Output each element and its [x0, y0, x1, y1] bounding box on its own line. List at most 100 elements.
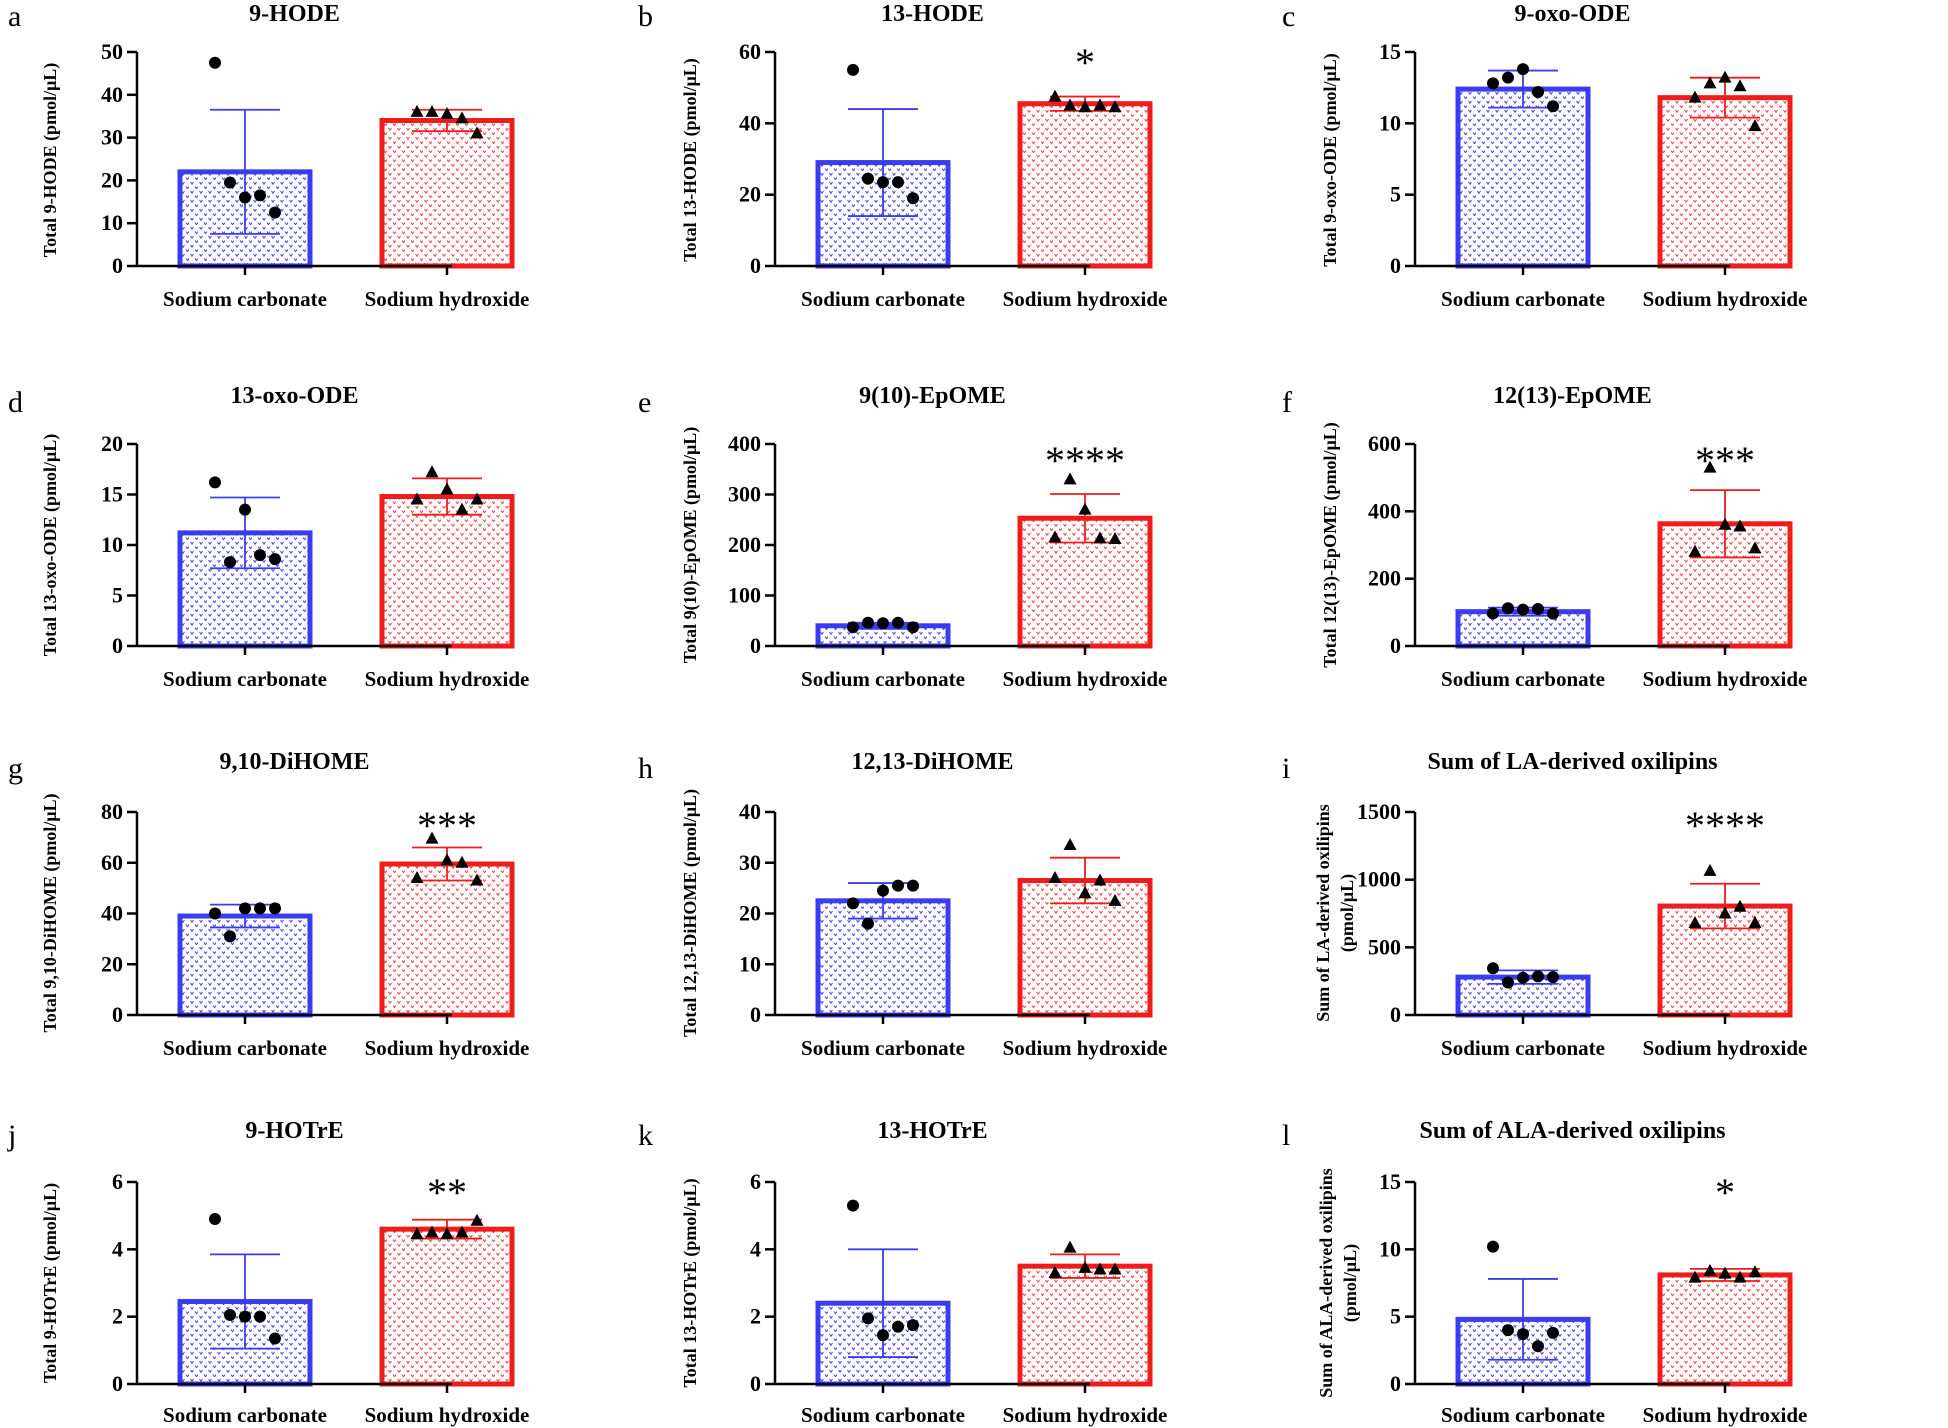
data-point [1547, 971, 1559, 984]
bar-sodium-hydroxide [379, 117, 515, 269]
data-point [1688, 915, 1702, 928]
data-point [1048, 530, 1062, 543]
data-point [1078, 100, 1092, 113]
significance-marker: **** [1045, 438, 1125, 483]
y-axis-label-line: Total 13-oxo-ODE (pmol/μL) [40, 434, 61, 657]
y-tick-label: 0 [1390, 633, 1401, 658]
data-point [455, 1225, 469, 1238]
data-point [1487, 962, 1499, 975]
y-tick-label: 15 [1379, 1169, 1401, 1194]
y-tick-label: 60 [739, 39, 761, 64]
data-point [892, 879, 904, 892]
data-point [1532, 602, 1544, 615]
data-point [425, 104, 439, 117]
data-point [1108, 1262, 1122, 1275]
data-point [1517, 971, 1529, 984]
y-tick-label: 0 [750, 1002, 761, 1027]
data-point [1748, 119, 1762, 132]
y-tick-label: 5 [112, 583, 123, 608]
data-point [224, 176, 236, 189]
data-point [907, 1319, 919, 1332]
data-point [1108, 100, 1122, 113]
data-point [1487, 607, 1499, 620]
data-point [224, 556, 236, 569]
error-bar [1488, 1278, 1558, 1361]
category-label: Sodium hydroxide [1643, 1403, 1808, 1427]
data-point [1532, 970, 1544, 983]
chart-title: 9-HODE [249, 1, 340, 27]
data-point [1093, 873, 1107, 886]
significance-marker: *** [1695, 438, 1755, 483]
chart-title: 13-HOTrE [877, 1118, 987, 1144]
data-point [239, 902, 251, 915]
bar-sodium-hydroxide [379, 1226, 515, 1387]
y-tick-label: 6 [750, 1169, 761, 1194]
error-bar [210, 1253, 280, 1350]
data-point [907, 879, 919, 892]
category-label: Sodium carbonate [163, 287, 327, 311]
y-tick-label: 80 [101, 799, 123, 824]
data-point [907, 621, 919, 634]
y-tick-label: 200 [728, 532, 761, 557]
data-point [1547, 607, 1559, 620]
bar-sodium-carbonate [1455, 86, 1591, 269]
y-tick-label: 10 [1379, 110, 1401, 135]
data-point [877, 884, 889, 897]
y-tick-label: 10 [101, 532, 123, 557]
y-tick-label: 0 [112, 253, 123, 278]
data-point [862, 616, 874, 629]
y-tick-label: 2 [112, 1304, 123, 1329]
chart-title: Sum of LA-derived oxilipins [1427, 749, 1717, 775]
chart-title: 9-HOTrE [245, 1118, 343, 1144]
data-point [1502, 1324, 1514, 1337]
data-point [440, 482, 454, 495]
data-point [209, 56, 221, 69]
data-point [1688, 90, 1702, 103]
data-point [1748, 915, 1762, 928]
y-tick-label: 100 [728, 583, 761, 608]
data-point [1748, 541, 1762, 554]
data-point [1502, 976, 1514, 989]
y-axis-label-line: Sum of LA-derived oxilipins [1313, 804, 1333, 1022]
data-point [1078, 886, 1092, 899]
y-tick-label: 2 [750, 1304, 761, 1329]
y-tick-label: 0 [112, 1002, 123, 1027]
bar-sodium-hydroxide [1657, 1272, 1793, 1387]
y-tick-label: 20 [739, 901, 761, 926]
data-point [1078, 502, 1092, 515]
category-label: Sodium carbonate [801, 1036, 965, 1060]
data-point [209, 476, 221, 489]
y-axis-label: Total 9-HODE (pmol/μL) [40, 63, 61, 258]
data-point [440, 853, 454, 866]
y-tick-label: 30 [101, 125, 123, 150]
category-label: Sodium hydroxide [1003, 667, 1168, 691]
data-point [410, 870, 424, 883]
category-label: Sodium hydroxide [365, 287, 530, 311]
data-point [1502, 71, 1514, 84]
panel-letter: h [638, 752, 653, 785]
data-point [1748, 1265, 1762, 1278]
data-point [269, 206, 281, 219]
chart-title: 9-oxo-ODE [1515, 1, 1631, 27]
data-point [269, 553, 281, 566]
y-axis-label: Total 9-oxo-ODE (pmol/μL) [1320, 53, 1341, 267]
y-tick-label: 600 [1368, 431, 1401, 456]
y-axis-label-line: Total 9-oxo-ODE (pmol/μL) [1320, 53, 1341, 267]
y-tick-label: 6 [112, 1169, 123, 1194]
y-axis-label: Total 9-HOTrE (pmol/μL) [40, 1183, 61, 1383]
data-point [269, 902, 281, 915]
data-point [1532, 85, 1544, 98]
bar-sodium-hydroxide [1017, 1263, 1153, 1387]
data-point [877, 1329, 889, 1342]
data-point [254, 189, 266, 202]
y-tick-label: 40 [739, 110, 761, 135]
y-tick-label: 4 [112, 1236, 123, 1261]
chart-title: 9(10)-EpOME [859, 383, 1006, 409]
data-point [455, 502, 469, 515]
y-axis-label: Total 13-HOTrE (pmol/μL) [680, 1178, 701, 1387]
data-point [1688, 544, 1702, 557]
panel-letter: l [1282, 1119, 1290, 1152]
chart-panel-f: f 12(13)-EpOME Total 12(13)-EpOME (pmol/μL… [1282, 383, 1807, 691]
